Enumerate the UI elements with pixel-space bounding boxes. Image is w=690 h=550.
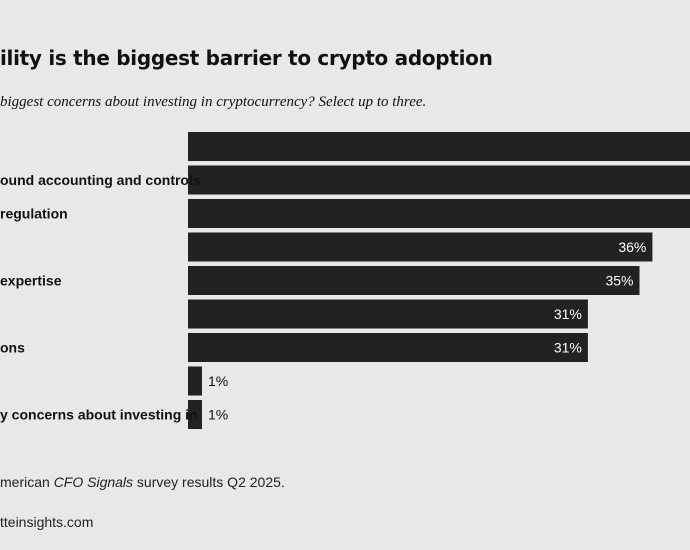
category-label-8: y concerns about investing in [0, 407, 198, 423]
bar-5 [188, 299, 588, 329]
chart-subtitle: biggest concerns about investing in cryp… [0, 94, 427, 110]
chart-title: ility is the biggest barrier to crypto a… [0, 46, 493, 70]
bar-2 [188, 199, 690, 228]
bar-1 [188, 165, 690, 195]
value-label-4: 35% [605, 273, 633, 289]
value-label-3: 36% [618, 239, 646, 255]
bar-3 [188, 232, 653, 262]
bar-7 [188, 366, 202, 396]
category-label-4: expertise [0, 273, 62, 289]
category-label-1: ound accounting and controls [0, 172, 201, 188]
category-label-6: ons [0, 340, 25, 356]
bar-8 [188, 400, 202, 429]
category-label-2: regulation [0, 206, 68, 222]
value-label-8: 1% [208, 407, 228, 423]
bar-4 [188, 266, 640, 295]
value-label-7: 1% [208, 373, 228, 389]
bar-0 [188, 132, 690, 161]
website-credit: tteinsights.com [0, 514, 94, 530]
value-label-6: 31% [554, 340, 582, 356]
source-note: merican CFO Signals survey results Q2 20… [0, 474, 285, 490]
bar-6 [188, 333, 588, 362]
value-label-5: 31% [554, 306, 582, 322]
